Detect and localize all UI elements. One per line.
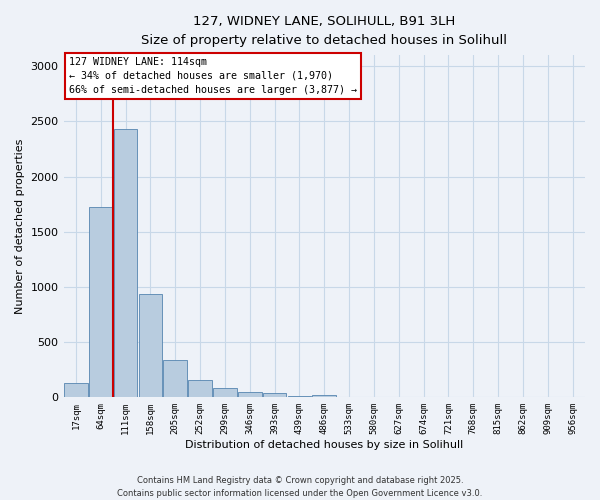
Bar [89, 208, 113, 398]
Bar [287, 396, 311, 398]
Bar [238, 392, 262, 398]
Text: 127 WIDNEY LANE: 114sqm
← 34% of detached houses are smaller (1,970)
66% of semi: 127 WIDNEY LANE: 114sqm ← 34% of detache… [69, 57, 357, 95]
Y-axis label: Number of detached properties: Number of detached properties [15, 138, 25, 314]
Bar [139, 294, 162, 398]
Text: Contains HM Land Registry data © Crown copyright and database right 2025.
Contai: Contains HM Land Registry data © Crown c… [118, 476, 482, 498]
Bar [163, 360, 187, 398]
Bar [263, 394, 286, 398]
Bar [188, 380, 212, 398]
X-axis label: Distribution of detached houses by size in Solihull: Distribution of detached houses by size … [185, 440, 463, 450]
Bar [213, 388, 237, 398]
Bar [64, 383, 88, 398]
Title: 127, WIDNEY LANE, SOLIHULL, B91 3LH
Size of property relative to detached houses: 127, WIDNEY LANE, SOLIHULL, B91 3LH Size… [141, 15, 507, 47]
Bar [313, 395, 336, 398]
Bar [114, 129, 137, 398]
